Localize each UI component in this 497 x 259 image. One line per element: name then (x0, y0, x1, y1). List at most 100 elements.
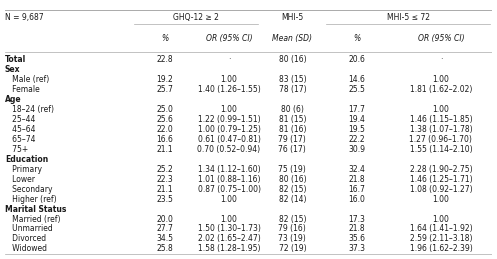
Text: 34.5: 34.5 (156, 234, 173, 243)
Text: 0.70 (0.52–0.94): 0.70 (0.52–0.94) (197, 145, 260, 154)
Text: 1.00 (0.79–1.25): 1.00 (0.79–1.25) (198, 125, 260, 134)
Text: 45–64: 45–64 (5, 125, 35, 134)
Text: 1.58 (1.28–1.95): 1.58 (1.28–1.95) (198, 244, 260, 253)
Text: Married (ref): Married (ref) (5, 214, 61, 224)
Text: 75+: 75+ (5, 145, 28, 154)
Text: 27.7: 27.7 (156, 225, 173, 233)
Text: 1.46 (1.25–1.71): 1.46 (1.25–1.71) (410, 175, 472, 184)
Text: MHI-5 ≤ 72: MHI-5 ≤ 72 (387, 13, 429, 22)
Text: 25.2: 25.2 (156, 165, 173, 174)
Text: Education: Education (5, 155, 48, 164)
Text: Total: Total (5, 55, 26, 64)
Text: 19.5: 19.5 (348, 125, 365, 134)
Text: 30.9: 30.9 (348, 145, 365, 154)
Text: 21.1: 21.1 (156, 185, 173, 194)
Text: 79 (16): 79 (16) (278, 225, 306, 233)
Text: 76 (17): 76 (17) (278, 145, 306, 154)
Text: 20.6: 20.6 (348, 55, 365, 64)
Text: 1.64 (1.41–1.92): 1.64 (1.41–1.92) (410, 225, 472, 233)
Text: Sex: Sex (5, 65, 20, 74)
Text: 19.2: 19.2 (156, 75, 173, 84)
Text: N = 9,687: N = 9,687 (5, 13, 44, 22)
Text: 25–44: 25–44 (5, 115, 35, 124)
Text: 1.34 (1.12–1.60): 1.34 (1.12–1.60) (198, 165, 260, 174)
Text: 21.8: 21.8 (348, 175, 365, 184)
Text: 1.22 (0.99–1.51): 1.22 (0.99–1.51) (198, 115, 260, 124)
Text: 82 (15): 82 (15) (279, 214, 306, 224)
Text: 22.8: 22.8 (156, 55, 173, 64)
Text: 72 (19): 72 (19) (278, 244, 306, 253)
Text: 78 (17): 78 (17) (278, 85, 306, 94)
Text: Age: Age (5, 95, 21, 104)
Text: 32.4: 32.4 (348, 165, 365, 174)
Text: 1.81 (1.62–2.02): 1.81 (1.62–2.02) (410, 85, 472, 94)
Text: 19.4: 19.4 (348, 115, 365, 124)
Text: 1.00: 1.00 (432, 105, 449, 114)
Text: 25.8: 25.8 (156, 244, 173, 253)
Text: 23.5: 23.5 (156, 195, 173, 204)
Text: 80 (6): 80 (6) (281, 105, 304, 114)
Text: 25.0: 25.0 (156, 105, 173, 114)
Text: 1.55 (1.14–2.10): 1.55 (1.14–2.10) (410, 145, 472, 154)
Text: 2.02 (1.65–2.47): 2.02 (1.65–2.47) (198, 234, 260, 243)
Text: Unmarried: Unmarried (5, 225, 53, 233)
Text: 79 (17): 79 (17) (278, 135, 306, 144)
Text: Widowed: Widowed (5, 244, 47, 253)
Text: 73 (19): 73 (19) (278, 234, 306, 243)
Text: 22.2: 22.2 (348, 135, 365, 144)
Text: 1.00: 1.00 (221, 105, 238, 114)
Text: 81 (16): 81 (16) (279, 125, 306, 134)
Text: 18–24 (ref): 18–24 (ref) (5, 105, 54, 114)
Text: 75 (19): 75 (19) (278, 165, 306, 174)
Text: 25.6: 25.6 (156, 115, 173, 124)
Text: 37.3: 37.3 (348, 244, 365, 253)
Text: Female: Female (5, 85, 40, 94)
Text: OR (95% CI): OR (95% CI) (417, 34, 464, 43)
Text: 25.5: 25.5 (348, 85, 365, 94)
Text: Primary: Primary (5, 165, 42, 174)
Text: 80 (16): 80 (16) (278, 175, 306, 184)
Text: Marital Status: Marital Status (5, 205, 66, 213)
Text: 83 (15): 83 (15) (278, 75, 306, 84)
Text: 20.0: 20.0 (156, 214, 173, 224)
Text: 2.28 (1.90–2.75): 2.28 (1.90–2.75) (410, 165, 472, 174)
Text: 22.3: 22.3 (156, 175, 173, 184)
Text: 1.00: 1.00 (221, 195, 238, 204)
Text: GHQ-12 ≥ 2: GHQ-12 ≥ 2 (173, 13, 219, 22)
Text: 0.87 (0.75–1.00): 0.87 (0.75–1.00) (197, 185, 260, 194)
Text: ·: · (228, 55, 230, 64)
Text: 1.27 (0.96–1.70): 1.27 (0.96–1.70) (410, 135, 472, 144)
Text: 21.8: 21.8 (348, 225, 365, 233)
Text: Lower: Lower (5, 175, 35, 184)
Text: 0.61 (0.47–0.81): 0.61 (0.47–0.81) (198, 135, 260, 144)
Text: Secondary: Secondary (5, 185, 53, 194)
Text: 14.6: 14.6 (348, 75, 365, 84)
Text: 1.46 (1.15–1.85): 1.46 (1.15–1.85) (410, 115, 472, 124)
Text: Divorced: Divorced (5, 234, 46, 243)
Text: 81 (15): 81 (15) (279, 115, 306, 124)
Text: 1.08 (0.92–1.27): 1.08 (0.92–1.27) (410, 185, 472, 194)
Text: 1.01 (0.88–1.16): 1.01 (0.88–1.16) (198, 175, 260, 184)
Text: %: % (353, 34, 360, 43)
Text: 2.59 (2.11–3.18): 2.59 (2.11–3.18) (410, 234, 472, 243)
Text: 82 (15): 82 (15) (279, 185, 306, 194)
Text: 1.00: 1.00 (432, 214, 449, 224)
Text: 25.7: 25.7 (156, 85, 173, 94)
Text: Male (ref): Male (ref) (5, 75, 49, 84)
Text: 1.38 (1.07–1.78): 1.38 (1.07–1.78) (410, 125, 472, 134)
Text: 35.6: 35.6 (348, 234, 365, 243)
Text: 80 (16): 80 (16) (278, 55, 306, 64)
Text: 21.1: 21.1 (156, 145, 173, 154)
Text: 1.40 (1.26–1.55): 1.40 (1.26–1.55) (198, 85, 260, 94)
Text: 16.0: 16.0 (348, 195, 365, 204)
Text: 17.7: 17.7 (348, 105, 365, 114)
Text: %: % (161, 34, 168, 43)
Text: 1.00: 1.00 (221, 214, 238, 224)
Text: 17.3: 17.3 (348, 214, 365, 224)
Text: 1.96 (1.62–2.39): 1.96 (1.62–2.39) (410, 244, 472, 253)
Text: 22.0: 22.0 (156, 125, 173, 134)
Text: 82 (14): 82 (14) (279, 195, 306, 204)
Text: 16.6: 16.6 (156, 135, 173, 144)
Text: OR (95% CI): OR (95% CI) (206, 34, 252, 43)
Text: 1.00: 1.00 (432, 195, 449, 204)
